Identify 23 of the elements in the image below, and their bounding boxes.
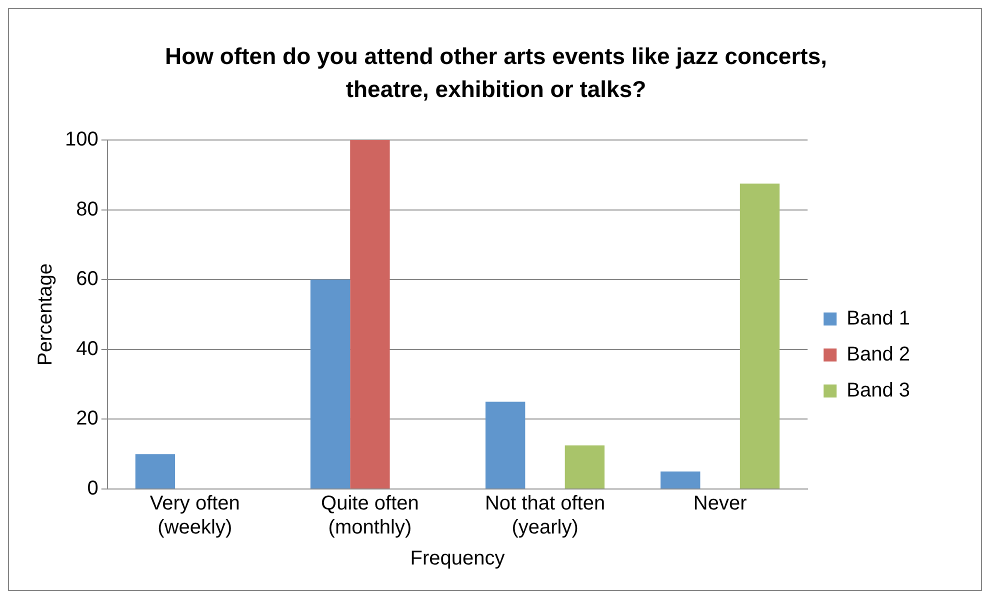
x-tick-label: Never	[693, 492, 748, 515]
bar	[740, 184, 780, 488]
y-axis-title: Percentage	[34, 263, 57, 366]
y-tick-label: 0	[87, 478, 98, 500]
y-tick-label: 100	[64, 128, 98, 151]
x-tick-label: Not that often (yearly)	[484, 492, 606, 539]
bar	[660, 472, 700, 488]
y-tick-label: 80	[76, 198, 98, 220]
bar	[486, 402, 526, 488]
legend-label: Band 1	[846, 308, 910, 330]
bar	[135, 454, 176, 488]
x-axis-title: Frequency	[410, 548, 505, 570]
y-tick-label: 60	[76, 268, 98, 290]
bar	[350, 140, 390, 488]
legend-label: Band 3	[846, 380, 910, 402]
chart-title: How often do you attend other arts events like jazz concerts, theatre, exhibition or talks?	[164, 42, 828, 104]
y-tick-label: 20	[76, 408, 98, 430]
bar	[310, 280, 350, 488]
y-tick-label: 40	[76, 338, 98, 360]
x-tick-label: Very often (weekly)	[150, 492, 240, 539]
bar	[564, 445, 605, 488]
legend-label: Band 2	[846, 344, 910, 366]
x-tick-label: Quite often (monthly)	[321, 492, 419, 539]
